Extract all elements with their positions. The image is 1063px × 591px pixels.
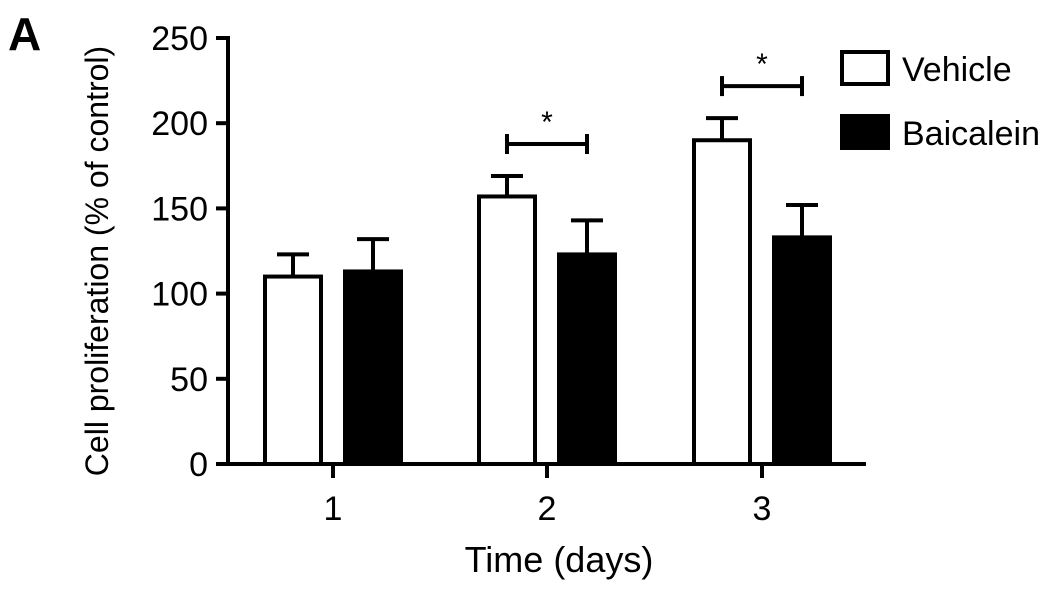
- panel-label: A: [8, 8, 41, 60]
- bar-baicalein-day-3: [772, 235, 832, 466]
- y-axis-title: Cell proliferation (% of control): [79, 46, 115, 476]
- y-tick-label: 0: [189, 446, 208, 484]
- x-tick-label: 1: [324, 490, 343, 528]
- x-axis-title: Time (days): [465, 539, 654, 580]
- bar-vehicle-day-3: [692, 138, 752, 467]
- significance-markers: **: [505, 48, 804, 155]
- y-tick-label: 100: [151, 276, 208, 314]
- legend-label-vehicle: Vehicle: [902, 51, 1012, 89]
- bar-baicalein-day-2: [557, 252, 617, 466]
- bar-vehicle-day-1: [263, 274, 323, 466]
- legend-label-baicalein: Baicalein: [902, 115, 1040, 153]
- x-tick-label: 3: [753, 490, 772, 528]
- legend: Vehicle Baicalein: [840, 50, 1040, 153]
- axes: 0 50 100 150 200 250 1 2 3: [151, 20, 866, 528]
- significance-label: *: [541, 106, 553, 139]
- bars: [263, 116, 832, 467]
- x-tick-label: 2: [538, 490, 557, 528]
- y-tick-label: 200: [151, 105, 208, 143]
- y-tick-label: 150: [151, 190, 208, 228]
- y-tick-label: 250: [151, 20, 208, 58]
- significance-label: *: [756, 48, 768, 81]
- legend-swatch-vehicle: [840, 50, 890, 86]
- legend-swatch-baicalein: [840, 114, 890, 150]
- y-tick-label: 50: [170, 361, 208, 399]
- bar-baicalein-day-1: [343, 269, 403, 466]
- bar-vehicle-day-2: [477, 194, 537, 467]
